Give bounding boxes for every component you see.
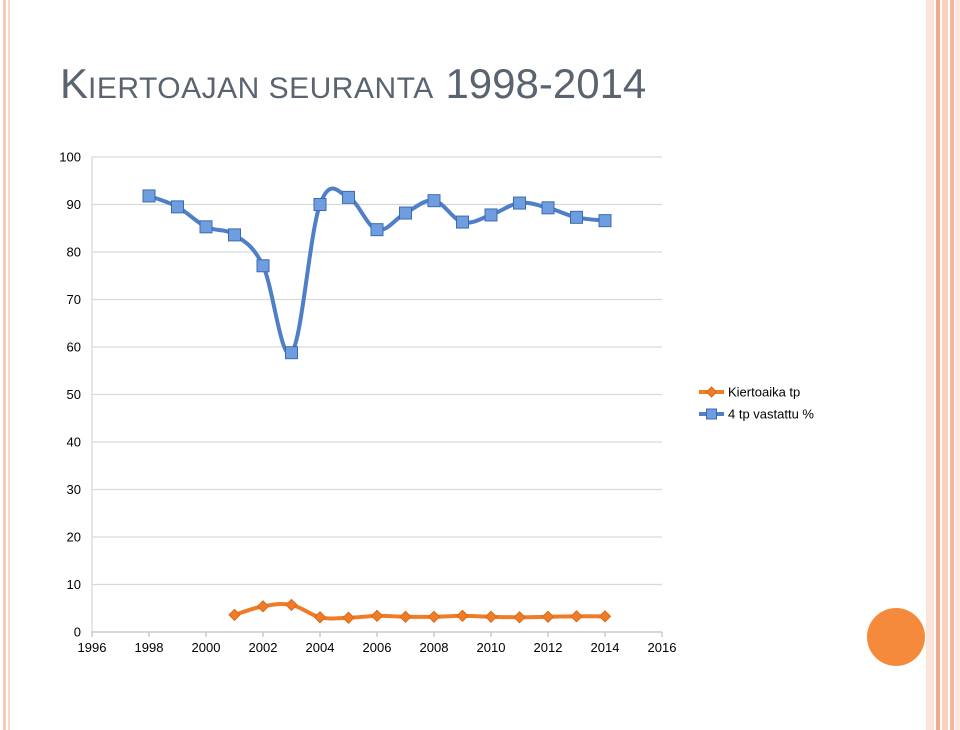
data-point-square <box>342 190 355 204</box>
legend-marker-square <box>706 408 717 420</box>
data-point-diamond <box>285 598 298 612</box>
data-point-square <box>171 200 184 214</box>
left-border-stripe <box>8 0 10 730</box>
data-point-diamond <box>313 611 327 624</box>
data-point-square <box>484 208 498 222</box>
right-border-decoration <box>926 0 960 730</box>
x-tick-label: 2000 <box>192 640 221 655</box>
data-point-square <box>513 196 526 210</box>
data-point-square <box>228 228 241 242</box>
x-tick-label: 2008 <box>420 640 449 655</box>
x-tick-label: 1996 <box>78 640 107 655</box>
legend-label: Kiertoaika tp <box>728 385 800 400</box>
data-point-square <box>370 223 384 237</box>
data-point-square <box>399 206 412 220</box>
chart-series <box>142 186 612 624</box>
data-point-square <box>285 346 298 360</box>
data-point-diamond <box>570 610 583 623</box>
y-tick-label: 40 <box>67 435 81 450</box>
y-tick-label: 50 <box>67 387 81 402</box>
data-point-square <box>570 210 583 224</box>
x-tick-label: 2012 <box>534 640 563 655</box>
y-axis-tick-labels: 0 10 20 30 40 50 60 70 80 90 100 <box>59 150 81 640</box>
slide-title-initial: K <box>60 60 89 107</box>
right-border-stripe <box>926 0 934 730</box>
data-point-diamond <box>228 608 241 622</box>
slide-title-years: 1998-2014 <box>445 60 647 107</box>
data-point-square <box>456 215 469 229</box>
x-tick-label: 2004 <box>306 640 335 655</box>
x-tick-label: 2006 <box>363 640 392 655</box>
y-tick-label: 20 <box>67 530 81 545</box>
x-axis-tick-labels: 1996 1998 2000 2002 2004 2006 2008 2010 2012 2014… <box>78 640 677 655</box>
right-border-stripe <box>942 0 948 730</box>
slide-title-smallcaps: IERTOAJAN SEURANTA <box>88 72 434 105</box>
left-border-stripe <box>3 0 6 730</box>
data-point-square <box>256 259 270 273</box>
data-point-diamond <box>399 610 412 624</box>
legend-label: 4 tp vastattu % <box>728 407 814 422</box>
y-tick-label: 10 <box>67 577 81 592</box>
chart-legend: Kiertoaika tp 4 tp vastattu % <box>699 385 814 422</box>
slide-title: KIERTOAJAN SEURANTA 1998-2014 <box>60 60 646 113</box>
chart-gridlines <box>92 156 662 586</box>
data-point-diamond <box>342 611 355 624</box>
data-point-diamond <box>370 609 384 623</box>
data-point-diamond <box>541 610 555 624</box>
right-border-stripe <box>955 0 960 730</box>
x-tick-label: 2010 <box>477 640 506 655</box>
y-tick-label: 70 <box>67 292 81 307</box>
data-point-diamond <box>456 609 469 623</box>
y-tick-label: 100 <box>59 150 81 165</box>
data-point-square <box>313 198 327 211</box>
y-tick-label: 0 <box>74 625 81 640</box>
data-point-square <box>427 194 441 208</box>
x-tick-label: 2002 <box>249 640 278 655</box>
left-border-decoration <box>0 0 14 730</box>
x-tick-label: 2014 <box>591 640 620 655</box>
y-tick-label: 80 <box>67 245 81 260</box>
right-border-stripe <box>950 0 954 730</box>
data-point-diamond <box>256 600 270 613</box>
data-point-square <box>598 214 612 228</box>
right-border-stripe <box>936 0 940 730</box>
legend-marker-diamond <box>705 386 718 398</box>
data-point-square <box>199 220 213 234</box>
decorative-orange-circle <box>867 608 925 666</box>
data-point-diamond <box>427 610 441 624</box>
data-point-diamond <box>598 610 612 623</box>
x-tick-label: 1998 <box>135 640 164 655</box>
data-point-square <box>142 189 156 203</box>
chart-axes <box>91 157 663 637</box>
data-point-diamond <box>513 611 526 624</box>
series-line <box>147 186 607 356</box>
y-tick-label: 90 <box>67 197 81 212</box>
data-point-square <box>541 201 555 215</box>
y-tick-label: 30 <box>67 482 81 497</box>
y-tick-label: 60 <box>67 340 81 355</box>
x-tick-label: 2016 <box>648 640 677 655</box>
data-point-diamond <box>484 610 498 624</box>
